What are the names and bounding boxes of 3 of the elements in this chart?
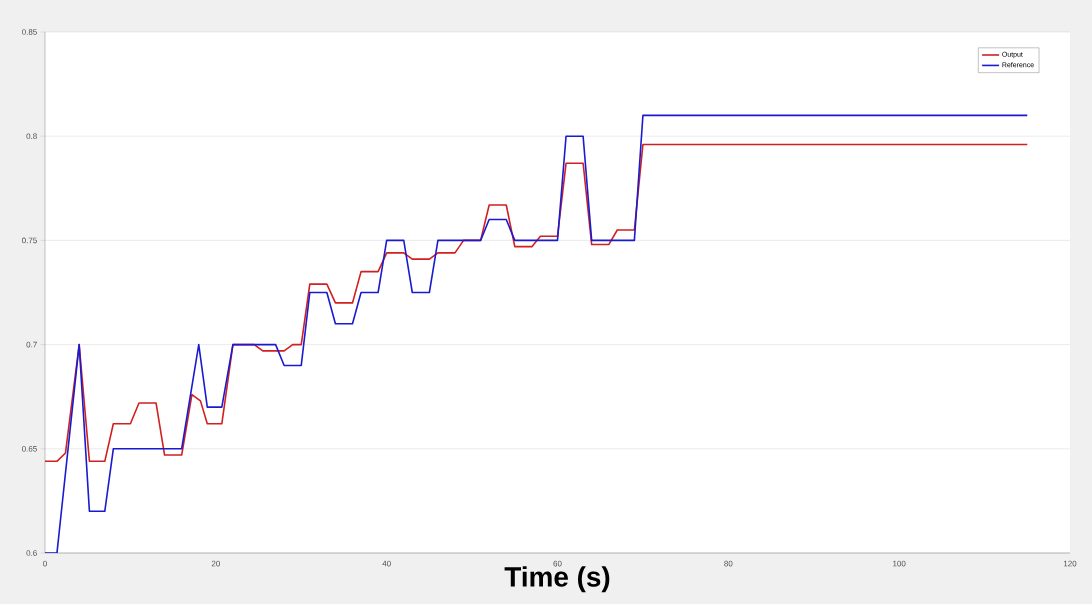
x-axis-title: Time (s) <box>504 566 610 593</box>
line-series <box>45 114 1029 553</box>
line-series <box>45 143 1029 463</box>
